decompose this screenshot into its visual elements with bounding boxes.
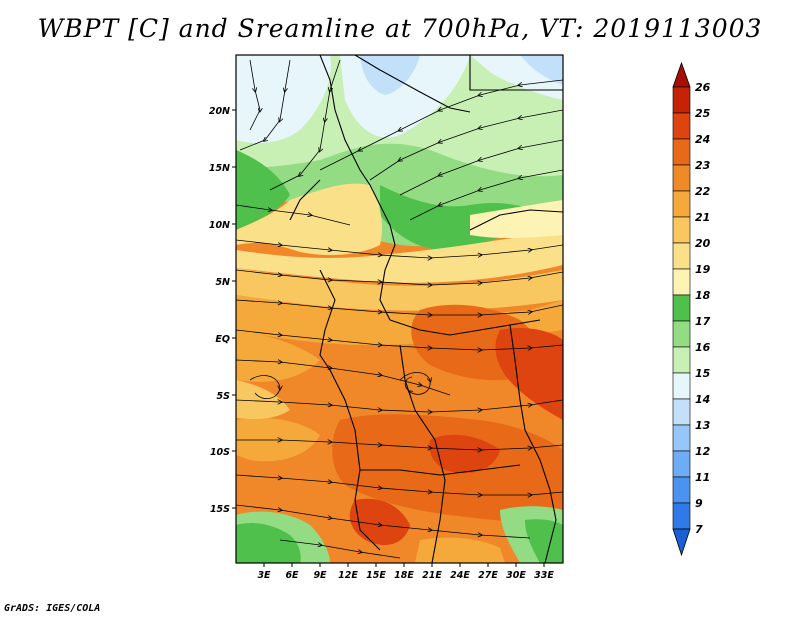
lat-label: 15N [209, 163, 230, 174]
lon-label: 9E [313, 570, 327, 581]
colorbar-top-arrow [672, 61, 691, 88]
lon-label: 30E [506, 570, 526, 581]
colorbar-swatch [672, 450, 691, 478]
colorbar: 26 25 24 23 22 21 20 19 18 17 16 15 14 13 12 11 9 7 [672, 61, 711, 557]
colorbar-swatch [672, 372, 691, 400]
streamlines [236, 59, 563, 559]
lon-label: 24E [450, 570, 470, 581]
colorbar-label: 9 [695, 497, 703, 510]
lon-label: 33E [534, 570, 554, 581]
colorbar-swatch [672, 268, 691, 296]
colorbar-label: 16 [695, 341, 711, 354]
colorbar-label: 23 [695, 159, 711, 172]
colorbar-swatch [672, 138, 691, 166]
lat-label: 10N [209, 220, 230, 231]
colorbar-label: 18 [695, 289, 711, 302]
colorbar-swatch [672, 320, 691, 348]
colorbar-label: 25 [695, 107, 711, 120]
lon-label: 21E [422, 570, 442, 581]
colorbar-label: 20 [695, 237, 711, 250]
lon-label: 12E [338, 570, 358, 581]
lon-label: 3E [257, 570, 271, 581]
colorbar-label: 13 [695, 419, 711, 432]
chart-title: WBPT [C] and Sreamline at 700hPa, VT: 20… [37, 14, 763, 43]
colorbar-swatch [672, 216, 691, 244]
lon-label: 6E [285, 570, 299, 581]
colorbar-swatch [672, 164, 691, 192]
credit-text: GrADS: IGES/COLA [4, 603, 101, 614]
lon-axis: 3E 6E 9E 12E 15E 18E 21E 24E 27E 30E 33E [257, 563, 554, 581]
colorbar-swatch [672, 242, 691, 270]
colorbar-swatch [672, 86, 691, 114]
colorbar-swatch [672, 502, 691, 530]
colorbar-swatch [672, 346, 691, 374]
colorbar-label: 12 [695, 445, 711, 458]
lat-label: 5N [215, 277, 230, 288]
colorbar-swatch [672, 112, 691, 140]
temperature-field [236, 55, 563, 563]
colorbar-label: 14 [695, 393, 710, 406]
map-frame [235, 54, 564, 564]
lat-label: 15S [210, 504, 230, 515]
colorbar-label: 26 [695, 81, 711, 94]
lat-label: 20N [209, 106, 230, 117]
lon-label: 18E [394, 570, 414, 581]
colorbar-swatch [672, 476, 691, 504]
colorbar-label: 21 [695, 211, 710, 224]
colorbar-label: 24 [695, 133, 710, 146]
lat-label: 10S [210, 447, 230, 458]
colorbar-bottom-arrow [672, 528, 691, 557]
colorbar-swatch [672, 190, 691, 218]
lat-axis: 20N 15N 10N 5N EQ 5S 10S 15S [209, 106, 236, 515]
lat-label: EQ [215, 334, 230, 345]
colorbar-label: 15 [695, 367, 711, 380]
colorbar-label: 7 [695, 523, 703, 536]
colorbar-swatch [672, 424, 691, 452]
lon-label: 27E [478, 570, 498, 581]
colorbar-label: 22 [695, 185, 711, 198]
colorbar-swatch [672, 294, 691, 322]
colorbar-label: 11 [695, 471, 710, 484]
lat-label: 5S [217, 391, 231, 402]
colorbar-swatch [672, 398, 691, 426]
colorbar-label: 19 [695, 263, 711, 276]
colorbar-label: 17 [695, 315, 711, 328]
lon-label: 15E [366, 570, 386, 581]
